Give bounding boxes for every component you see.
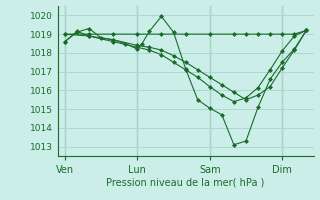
X-axis label: Pression niveau de la mer( hPa ): Pression niveau de la mer( hPa ) [107,178,265,188]
